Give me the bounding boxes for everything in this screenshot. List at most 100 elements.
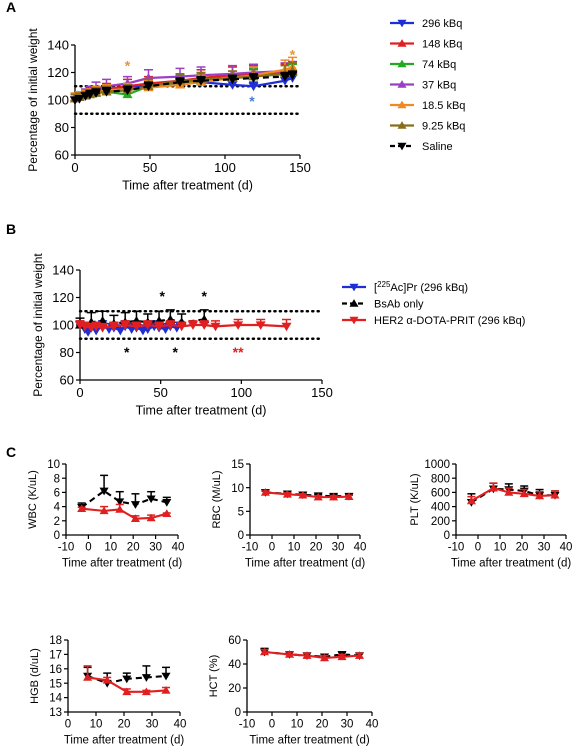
data-point <box>161 686 171 694</box>
y-tick-label: 120 <box>52 290 74 305</box>
y-axis-title: WBC (K/uL) <box>27 470 39 529</box>
x-tick-label: -10 <box>448 542 465 554</box>
legend-marker <box>397 100 407 109</box>
data-point <box>131 322 142 332</box>
series-line <box>264 650 360 660</box>
series <box>259 647 365 662</box>
x-tick-label: 0 <box>85 542 91 554</box>
data-point <box>210 322 221 332</box>
legend-marker <box>397 121 407 129</box>
x-tick-label: 150 <box>289 160 311 175</box>
x-tick-label: 50 <box>153 385 167 400</box>
x-tick-label: -10 <box>242 542 259 554</box>
data-point <box>259 647 270 656</box>
legend-entry: 37 kBq <box>422 80 456 92</box>
x-tick-label: 0 <box>65 719 71 731</box>
data-point <box>77 504 87 513</box>
data-point <box>141 674 151 682</box>
legend-marker <box>397 80 407 88</box>
x-tick-label: 50 <box>143 160 157 175</box>
y-axis-title: HGB (d/uL) <box>29 648 41 704</box>
y-tick-label: 10 <box>47 459 60 471</box>
data-point <box>84 90 96 100</box>
x-tick-label: 30 <box>146 719 159 731</box>
legend-entry: 296 kBq <box>422 18 462 30</box>
x-tick-label: 30 <box>149 542 162 554</box>
chart-c-hgb: 13 14 15 16 17 18 0 10 20 30 40 Time after treatmen… <box>29 635 186 746</box>
data-point <box>115 505 125 513</box>
y-tick-label: 0 <box>235 707 241 719</box>
data-point <box>298 490 308 499</box>
chart-a: A 60 80 100 120 140 0 50 100 150 Time after treatm… <box>6 0 465 193</box>
x-tick-label: 0 <box>71 160 78 175</box>
y-tick-label: 400 <box>431 502 450 514</box>
x-tick-label: 100 <box>214 160 236 175</box>
data-point <box>319 653 330 662</box>
data-point <box>101 88 112 97</box>
data-point <box>519 489 529 498</box>
series <box>259 647 365 662</box>
x-tick-label: 20 <box>516 542 529 554</box>
data-point <box>187 321 198 330</box>
legend-greek: α <box>406 315 413 327</box>
data-point <box>302 651 312 659</box>
y-tick-label: 800 <box>431 473 450 485</box>
x-tick-label: 100 <box>230 385 252 400</box>
x-tick-label: 0 <box>475 542 481 554</box>
series-line <box>265 491 350 499</box>
x-tick-label: 40 <box>354 542 367 554</box>
x-tick-label: 40 <box>366 719 379 731</box>
significance-star: * <box>172 344 178 360</box>
legend-text: Ac]Pr (296 kBq) <box>390 282 468 294</box>
data-point <box>233 321 244 330</box>
y-tick-label: 100 <box>47 93 69 108</box>
legend-text: HER2 <box>374 315 406 327</box>
series <box>77 474 172 512</box>
data-point <box>279 72 291 82</box>
series-line <box>81 489 168 509</box>
significance-star: * <box>124 344 130 360</box>
y-tick-label: 5 <box>238 506 244 518</box>
x-tick-label: 20 <box>127 542 140 554</box>
data-point <box>329 492 339 501</box>
data-point <box>337 652 347 661</box>
data-point <box>162 499 172 507</box>
legend-superscript: 225 <box>377 280 391 289</box>
data-point <box>165 321 176 330</box>
series <box>83 665 171 696</box>
data-point <box>99 506 109 515</box>
data-point <box>90 89 102 98</box>
y-tick-label: 600 <box>431 488 450 500</box>
legend-entry: HER2 α-DOTA-PRIT (296 kBq) <box>374 315 525 327</box>
x-axis-title: Time after treatment (d) <box>64 735 185 747</box>
y-tick-label: 80 <box>60 345 74 360</box>
data-point <box>115 326 126 336</box>
y-tick-label: 18 <box>49 635 62 647</box>
series <box>77 503 172 522</box>
legend-entry: BsAb only <box>374 299 424 311</box>
y-axis-title: Percentage of initial weight <box>26 28 40 172</box>
data-point <box>195 77 207 86</box>
y-tick-label: 17 <box>49 650 62 662</box>
series <box>260 488 354 501</box>
y-tick-label: 0 <box>238 530 244 542</box>
data-point <box>146 513 156 522</box>
data-point <box>122 86 133 96</box>
y-tick-label: 0 <box>54 530 60 542</box>
legend-marker <box>397 39 407 47</box>
x-axis-title: Time after treatment (d) <box>136 404 267 418</box>
y-tick-label: 40 <box>228 659 241 671</box>
series-line <box>81 507 168 520</box>
x-axis-title: Time after treatment (d) <box>122 179 253 193</box>
data-point <box>130 514 140 522</box>
data-point <box>146 495 156 504</box>
data-point <box>535 491 545 500</box>
legend-marker <box>349 316 359 325</box>
data-point <box>120 321 131 330</box>
y-tick-label: 20 <box>228 683 241 695</box>
x-tick-label: 40 <box>174 719 187 731</box>
legend-marker <box>397 19 407 28</box>
data-point <box>354 651 365 659</box>
